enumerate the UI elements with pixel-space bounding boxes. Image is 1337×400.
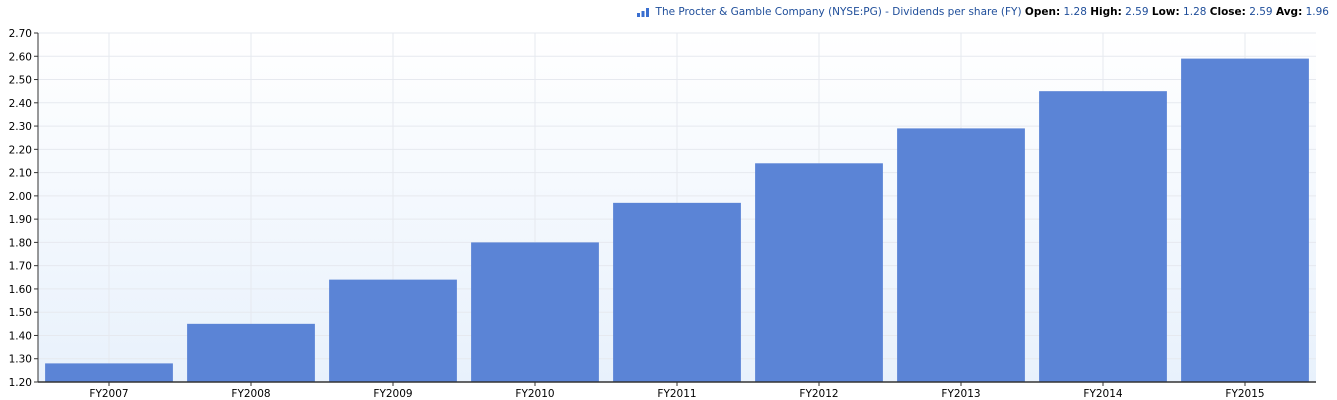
legend-series-name: The Procter & Gamble Company (NYSE:PG) -…	[655, 6, 1022, 18]
y-tick-label: 2.60	[9, 51, 32, 63]
y-tick-label: 1.90	[9, 214, 32, 226]
legend-low-value: 1.28	[1183, 6, 1207, 18]
bar-fy2007[interactable]	[45, 363, 173, 382]
legend-close-value: 2.59	[1249, 6, 1273, 18]
legend-close-label: Close:	[1209, 6, 1246, 18]
y-tick-label: 2.10	[9, 168, 32, 180]
bar-fy2013[interactable]	[897, 128, 1025, 382]
legend-low-label: Low:	[1151, 6, 1180, 18]
y-tick-label: 1.80	[9, 237, 32, 249]
legend-open-value: 1.28	[1063, 6, 1087, 18]
bar-fy2015[interactable]	[1181, 58, 1309, 383]
chart-legend: The Procter & Gamble Company (NYSE:PG) -…	[636, 6, 1329, 18]
bar-fy2009[interactable]	[329, 279, 457, 382]
x-axis-ticks: FY2007 FY2008 FY2009 FY2010 FY2011 FY2012 FY20…	[89, 382, 1265, 400]
y-tick-label: 2.50	[9, 75, 32, 87]
x-tick-label: FY2012	[799, 388, 838, 400]
x-tick-label: FY2008	[231, 388, 270, 400]
bar-fy2008[interactable]	[187, 323, 315, 382]
y-tick-label: 1.40	[9, 330, 32, 342]
bars	[45, 58, 1309, 383]
y-tick-label: 2.00	[9, 191, 32, 203]
x-tick-label: FY2015	[1225, 388, 1264, 400]
x-tick-label: FY2014	[1083, 388, 1122, 400]
y-tick-label: 1.50	[9, 307, 32, 319]
x-tick-label: FY2007	[89, 388, 128, 400]
bar-fy2014[interactable]	[1039, 91, 1167, 383]
bar-fy2010[interactable]	[471, 242, 599, 382]
y-axis-ticks: 1.20 1.30 1.40 1.50 1.60 1.70 1.80 1.90 2.00 2.10…	[9, 28, 38, 389]
legend-avg-value: 1.96	[1305, 6, 1329, 18]
y-tick-label: 2.70	[9, 28, 32, 40]
legend-high-value: 2.59	[1125, 6, 1149, 18]
y-tick-label: 1.20	[9, 377, 32, 389]
bar-fy2011[interactable]	[613, 202, 741, 382]
x-tick-label: FY2013	[941, 388, 980, 400]
y-tick-label: 1.70	[9, 261, 32, 273]
bar-chart-icon	[636, 7, 649, 17]
x-tick-label: FY2009	[373, 388, 412, 400]
y-tick-label: 2.40	[9, 98, 32, 110]
y-tick-label: 1.60	[9, 284, 32, 296]
y-tick-label: 2.20	[9, 144, 32, 156]
x-tick-label: FY2010	[515, 388, 554, 400]
y-tick-label: 2.30	[9, 121, 32, 133]
y-tick-label: 1.30	[9, 354, 32, 366]
legend-high-label: High:	[1090, 6, 1122, 18]
legend-avg-label: Avg:	[1275, 6, 1303, 18]
bar-fy2012[interactable]	[755, 163, 883, 382]
legend-open-label: Open:	[1024, 6, 1061, 18]
x-tick-label: FY2011	[657, 388, 696, 400]
